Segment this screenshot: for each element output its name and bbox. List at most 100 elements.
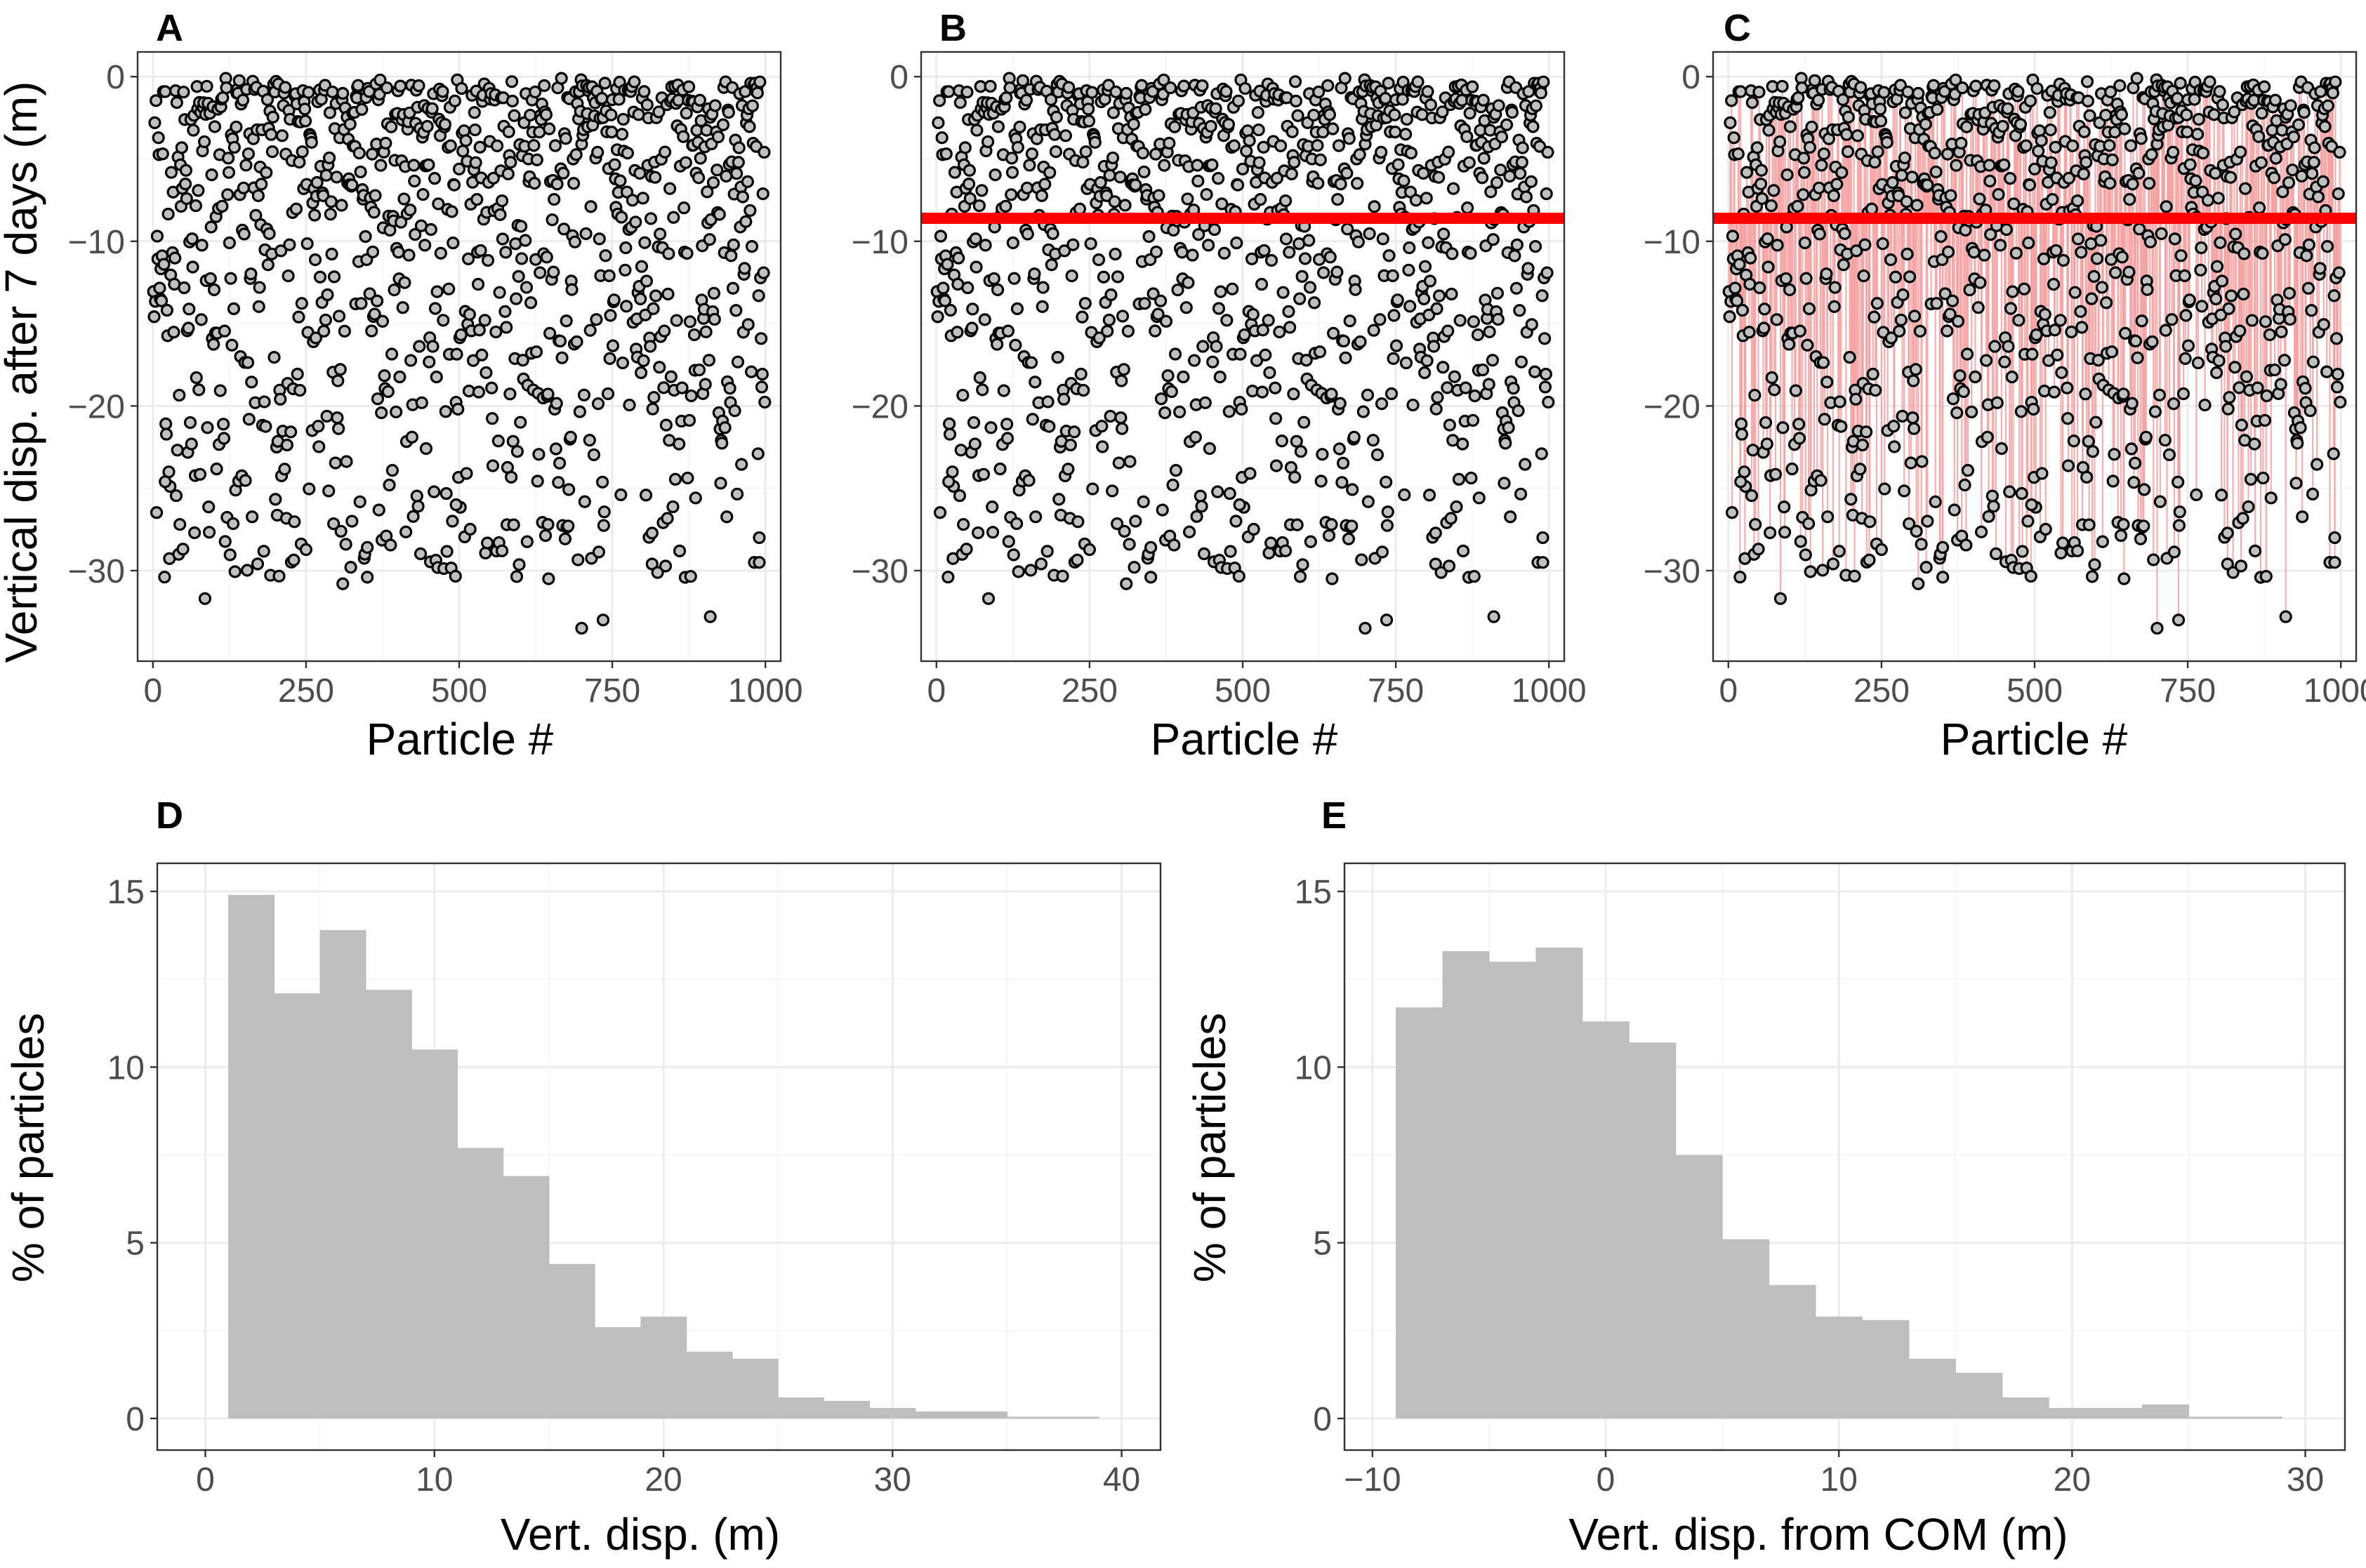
- particle-point: [661, 287, 675, 301]
- particle-point: [1115, 374, 1128, 387]
- particle-point: [1102, 313, 1116, 327]
- particle-point: [327, 517, 341, 531]
- particle-point: [1290, 434, 1303, 448]
- particle-point: [1137, 165, 1151, 179]
- particle-point: [1949, 73, 1962, 87]
- particle-point: [1736, 303, 1749, 317]
- particle-point: [1078, 297, 1092, 310]
- particle-point: [1398, 488, 1411, 502]
- particle-point: [1820, 376, 1834, 389]
- particle-point: [701, 185, 714, 199]
- particle-point: [1214, 285, 1227, 298]
- particle-point: [392, 246, 405, 259]
- particle-point: [1749, 518, 1762, 531]
- particle-point: [287, 553, 300, 566]
- particle-point: [442, 282, 456, 295]
- particle-point: [2334, 395, 2347, 409]
- particle-point: [603, 352, 616, 365]
- particle-point: [1005, 188, 1018, 201]
- particle-point: [1043, 420, 1056, 433]
- particle-point: [1423, 274, 1437, 288]
- particle-point: [259, 420, 272, 433]
- particle-point: [186, 260, 199, 274]
- particle-point: [1783, 283, 1797, 296]
- particle-point: [722, 105, 735, 119]
- particle-point: [171, 444, 184, 457]
- particle-point: [1466, 80, 1479, 93]
- particle-point: [2167, 545, 2181, 559]
- particle-point: [538, 79, 551, 93]
- particle-point: [1000, 418, 1014, 431]
- particle-point: [176, 543, 190, 556]
- particle-point: [2256, 471, 2270, 485]
- particle-point: [2160, 200, 2173, 213]
- particle-point: [437, 314, 450, 327]
- particle-point: [1930, 297, 1943, 310]
- particle-point: [272, 569, 286, 583]
- particle-point: [2286, 164, 2299, 177]
- particle-point: [1448, 370, 1461, 383]
- particle-point: [1760, 437, 1773, 451]
- particle-point: [707, 286, 721, 300]
- particle-point: [1959, 538, 1973, 552]
- particle-point: [1183, 525, 1196, 538]
- particle-point: [2268, 171, 2281, 185]
- particle-point: [1483, 325, 1496, 338]
- particle-point: [1375, 145, 1388, 159]
- particle-point: [1542, 395, 1555, 409]
- particle-point: [745, 365, 758, 378]
- histogram-bar: [411, 1049, 458, 1418]
- panel-a-xtick-label: 1000: [728, 672, 803, 710]
- particle-point: [1045, 258, 1058, 272]
- particle-point: [1776, 421, 1790, 434]
- particle-point: [699, 325, 713, 338]
- particle-point: [1726, 230, 1740, 243]
- particle-point: [1028, 267, 1041, 281]
- particle-point: [1316, 448, 1329, 461]
- particle-point: [1092, 253, 1106, 267]
- particle-point: [1403, 300, 1417, 313]
- particle-point: [1491, 312, 1505, 326]
- particle-point: [1919, 117, 1932, 131]
- particle-point: [1516, 141, 1529, 154]
- particle-point: [1836, 93, 1850, 107]
- particle-point: [1955, 136, 1968, 150]
- panel-c-ytick-label: −20: [1644, 388, 1700, 425]
- particle-point: [1856, 438, 1869, 452]
- particle-point: [1022, 474, 1036, 487]
- particle-point: [1050, 110, 1063, 124]
- particle-point: [1035, 189, 1048, 202]
- particle-point: [659, 145, 672, 159]
- particle-point: [2105, 345, 2119, 359]
- particle-point: [2222, 302, 2235, 315]
- particle-point: [1456, 437, 1469, 451]
- particle-point: [498, 305, 512, 318]
- particle-point: [241, 564, 254, 577]
- particle-point: [2302, 238, 2315, 251]
- particle-point: [2278, 354, 2292, 367]
- particle-point: [1515, 156, 1528, 169]
- particle-point: [2134, 532, 2148, 545]
- particle-point: [678, 201, 691, 215]
- particle-point: [487, 171, 500, 185]
- particle-point: [2009, 246, 2023, 260]
- particle-point: [1129, 514, 1142, 528]
- particle-point: [1269, 412, 1283, 425]
- particle-point: [1812, 181, 1826, 194]
- particle-point: [2103, 139, 2116, 152]
- histogram-bar: [1629, 1042, 1677, 1418]
- particle-point: [1443, 418, 1456, 432]
- particle-point: [583, 434, 596, 447]
- particle-point: [2104, 85, 2117, 99]
- particle-point: [1373, 313, 1387, 326]
- particle-point: [1275, 434, 1288, 448]
- particle-point: [728, 404, 741, 418]
- particle-point: [2181, 126, 2194, 139]
- particle-point: [1121, 324, 1135, 338]
- panel-d-xlabel: Vert. disp. (m): [501, 1509, 780, 1560]
- particle-point: [369, 189, 382, 202]
- particle-point: [159, 475, 172, 489]
- particle-point: [447, 178, 461, 192]
- particle-point: [413, 340, 426, 353]
